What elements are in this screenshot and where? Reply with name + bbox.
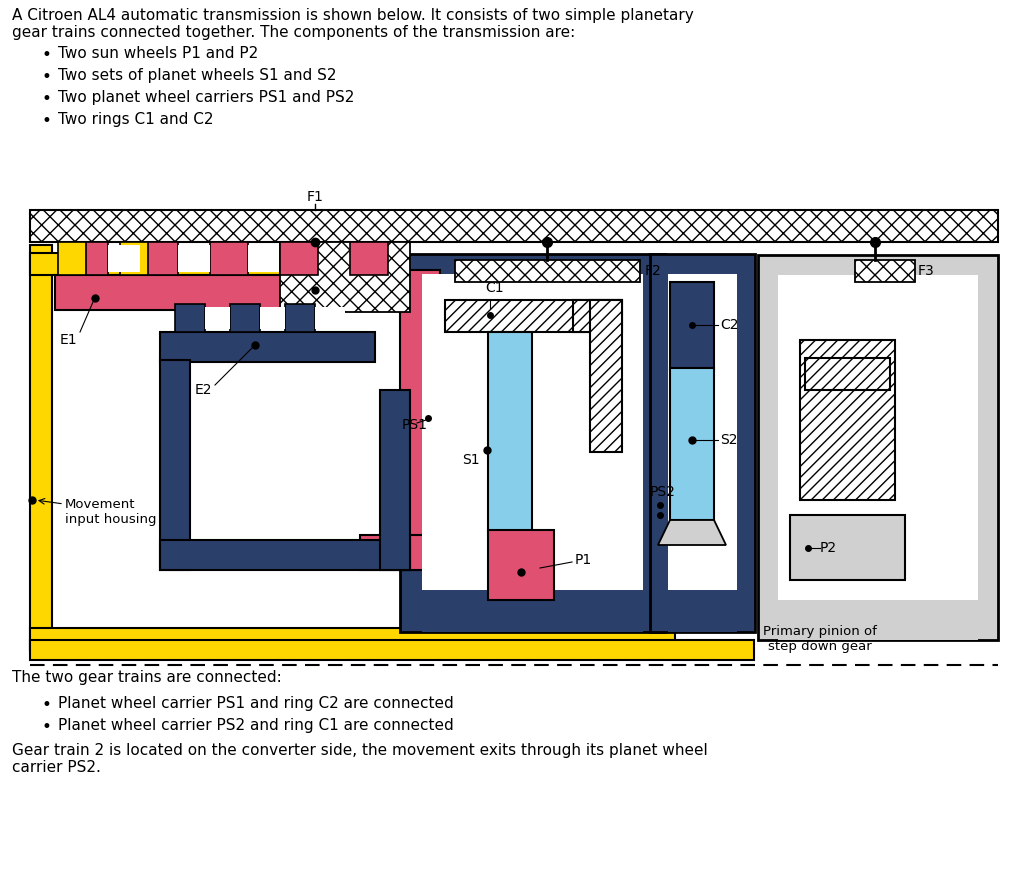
Text: E2: E2 <box>195 383 213 397</box>
Bar <box>350 242 388 275</box>
Text: Two sets of planet wheels S1 and S2: Two sets of planet wheels S1 and S2 <box>58 68 337 83</box>
Bar <box>315 307 345 329</box>
Bar <box>108 245 140 272</box>
Text: Two rings C1 and C2: Two rings C1 and C2 <box>58 112 213 127</box>
Bar <box>668 590 737 632</box>
Bar <box>310 242 348 275</box>
Bar <box>58 242 86 275</box>
Bar <box>140 242 178 275</box>
Bar <box>778 600 978 640</box>
Bar <box>650 254 755 632</box>
Text: C1: C1 <box>485 281 504 295</box>
Text: A Citroen AL4 automatic transmission is shown below. It consists of two simple p: A Citroen AL4 automatic transmission is … <box>12 8 693 40</box>
Bar <box>108 245 138 272</box>
Bar <box>445 300 620 332</box>
Text: Planet wheel carrier PS1 and ring C2 are connected: Planet wheel carrier PS1 and ring C2 are… <box>58 696 454 711</box>
Bar <box>805 358 890 390</box>
Bar <box>248 245 310 272</box>
Bar <box>120 242 148 275</box>
Text: •: • <box>42 68 52 86</box>
Bar <box>668 274 737 612</box>
Text: P2: P2 <box>820 541 838 555</box>
Text: P1: P1 <box>575 553 592 567</box>
Bar <box>178 245 210 272</box>
Bar <box>70 242 108 275</box>
Text: Movement
input housing: Movement input housing <box>65 498 157 526</box>
Bar <box>285 304 315 332</box>
Text: •: • <box>42 718 52 736</box>
Bar <box>248 245 278 272</box>
Text: S2: S2 <box>720 433 737 447</box>
Bar <box>30 245 52 650</box>
Text: •: • <box>42 696 52 714</box>
Bar <box>205 307 230 329</box>
Bar <box>855 260 915 282</box>
Bar <box>30 628 675 650</box>
Bar <box>360 535 440 570</box>
Text: F2: F2 <box>645 264 662 278</box>
Text: PS1: PS1 <box>402 418 428 432</box>
Text: •: • <box>42 46 52 64</box>
Text: Primary pinion of
step down gear: Primary pinion of step down gear <box>763 625 877 653</box>
Bar <box>178 245 208 272</box>
Bar <box>790 515 905 580</box>
Bar <box>400 254 665 632</box>
Bar <box>30 253 295 275</box>
Bar <box>670 282 714 370</box>
Text: F1: F1 <box>306 190 324 204</box>
Bar <box>30 210 998 242</box>
Bar <box>160 360 190 570</box>
Bar <box>160 332 375 362</box>
Text: E1: E1 <box>60 333 78 347</box>
Text: •: • <box>42 90 52 108</box>
Bar <box>30 640 754 660</box>
Polygon shape <box>658 520 726 545</box>
Text: Two sun wheels P1 and P2: Two sun wheels P1 and P2 <box>58 46 258 61</box>
Bar <box>160 540 410 570</box>
Text: Two planet wheel carriers PS1 and PS2: Two planet wheel carriers PS1 and PS2 <box>58 90 354 105</box>
Bar <box>488 332 532 532</box>
Bar <box>422 590 643 632</box>
Bar <box>55 275 445 310</box>
Bar <box>260 307 285 329</box>
Text: Gear train 2 is located on the converter side, the movement exits through its pl: Gear train 2 is located on the converter… <box>12 743 708 775</box>
Bar <box>175 304 205 332</box>
Bar <box>758 255 998 640</box>
Bar <box>488 530 554 600</box>
Bar <box>573 300 622 332</box>
Bar <box>455 260 640 282</box>
Text: •: • <box>42 112 52 130</box>
Text: PS2: PS2 <box>650 485 676 499</box>
Bar <box>230 304 260 332</box>
Bar <box>380 390 410 570</box>
Text: Planet wheel carrier PS2 and ring C1 are connected: Planet wheel carrier PS2 and ring C1 are… <box>58 718 454 733</box>
Bar <box>400 270 440 570</box>
Bar <box>800 340 895 500</box>
Text: F3: F3 <box>918 264 935 278</box>
Bar <box>280 242 410 312</box>
Bar <box>590 300 622 452</box>
Text: The two gear trains are connected:: The two gear trains are connected: <box>12 670 282 685</box>
Text: C2: C2 <box>720 318 738 332</box>
Bar <box>422 274 643 612</box>
Bar <box>670 368 714 520</box>
Bar <box>210 242 248 275</box>
Bar <box>778 275 978 620</box>
Text: S1: S1 <box>462 453 479 467</box>
Bar <box>280 242 318 275</box>
